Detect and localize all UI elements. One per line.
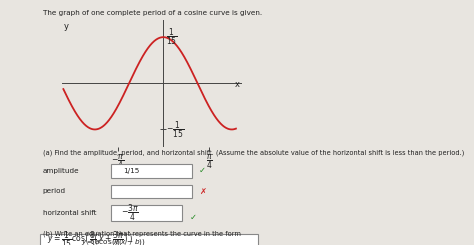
FancyBboxPatch shape xyxy=(111,185,192,198)
FancyBboxPatch shape xyxy=(111,205,182,221)
Text: The graph of one complete period of a cosine curve is given.: The graph of one complete period of a co… xyxy=(43,10,262,16)
Text: $y = \dfrac{1}{15}\cos\!\left(\dfrac{8}{3}\!\left(x+\dfrac{3\pi}{4}\right)\right: $y = \dfrac{1}{15}\cos\!\left(\dfrac{8}{… xyxy=(47,230,134,245)
Text: (b) Write an equation that represents the curve in the form: (b) Write an equation that represents th… xyxy=(43,230,240,237)
Text: $\dfrac{1}{15}$: $\dfrac{1}{15}$ xyxy=(165,27,177,47)
Text: ✗: ✗ xyxy=(199,187,206,196)
Text: amplitude: amplitude xyxy=(43,168,79,173)
Text: 1/15: 1/15 xyxy=(123,168,140,173)
Text: period: period xyxy=(43,188,66,194)
FancyBboxPatch shape xyxy=(40,234,258,245)
Text: $-\dfrac{1}{15}$: $-\dfrac{1}{15}$ xyxy=(165,119,184,140)
Text: horizontal shift: horizontal shift xyxy=(43,210,96,216)
Text: y: y xyxy=(64,22,68,31)
Text: ✓: ✓ xyxy=(190,213,197,222)
Text: $-\dfrac{3\pi}{4}$: $-\dfrac{3\pi}{4}$ xyxy=(121,202,139,223)
Text: (a) Find the amplitude, period, and horizontal shift. (Assume the absolute value: (a) Find the amplitude, period, and hori… xyxy=(43,150,464,157)
Text: x: x xyxy=(235,80,240,89)
FancyBboxPatch shape xyxy=(111,164,192,178)
Text: ✓: ✓ xyxy=(199,166,206,175)
Text: $y = a\cos(k(x - b))$: $y = a\cos(k(x - b))$ xyxy=(81,237,145,245)
